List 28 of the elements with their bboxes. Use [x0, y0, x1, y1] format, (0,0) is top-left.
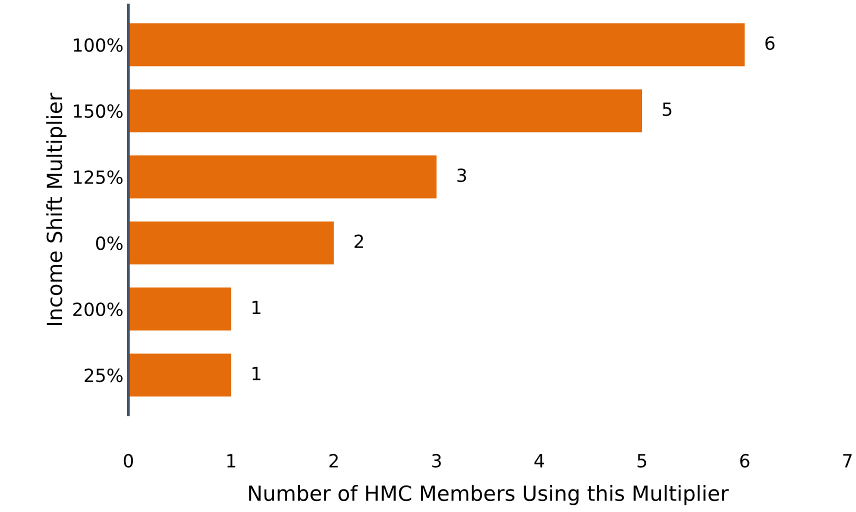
x-tick-label: 2: [329, 454, 338, 468]
y-tick-label: 125%: [74, 170, 123, 184]
y-tick-label: 100%: [74, 38, 123, 52]
data-label: 1: [252, 366, 260, 380]
bar: [128, 354, 232, 397]
x-tick-label: 3: [432, 454, 441, 468]
y-tick-label: 25%: [84, 368, 123, 382]
bar: [128, 23, 745, 66]
y-tick-label: 0%: [96, 236, 123, 250]
data-label: 3: [457, 168, 466, 182]
x-tick-label: 5: [638, 454, 646, 468]
bar: [128, 89, 642, 132]
y-tick-label: 200%: [73, 302, 123, 316]
bar: [128, 221, 334, 264]
y-axis-title: Income Shift Multiplier: [46, 92, 66, 326]
data-label: 5: [662, 102, 672, 116]
y-tick-label: 150%: [74, 104, 123, 118]
x-axis-title: Number of HMC Members Using this Multiplier: [249, 484, 729, 506]
x-tick-label: 7: [843, 454, 852, 468]
data-label: 2: [354, 234, 363, 248]
bar: [128, 288, 232, 330]
data-label: 6: [765, 36, 775, 50]
data-label: 1: [252, 300, 260, 314]
x-tick-label: 6: [740, 454, 750, 468]
x-tick-label: 4: [534, 454, 544, 468]
x-tick-label: 0: [124, 454, 133, 468]
bar: [128, 155, 437, 198]
x-tick-label: 1: [227, 454, 236, 468]
